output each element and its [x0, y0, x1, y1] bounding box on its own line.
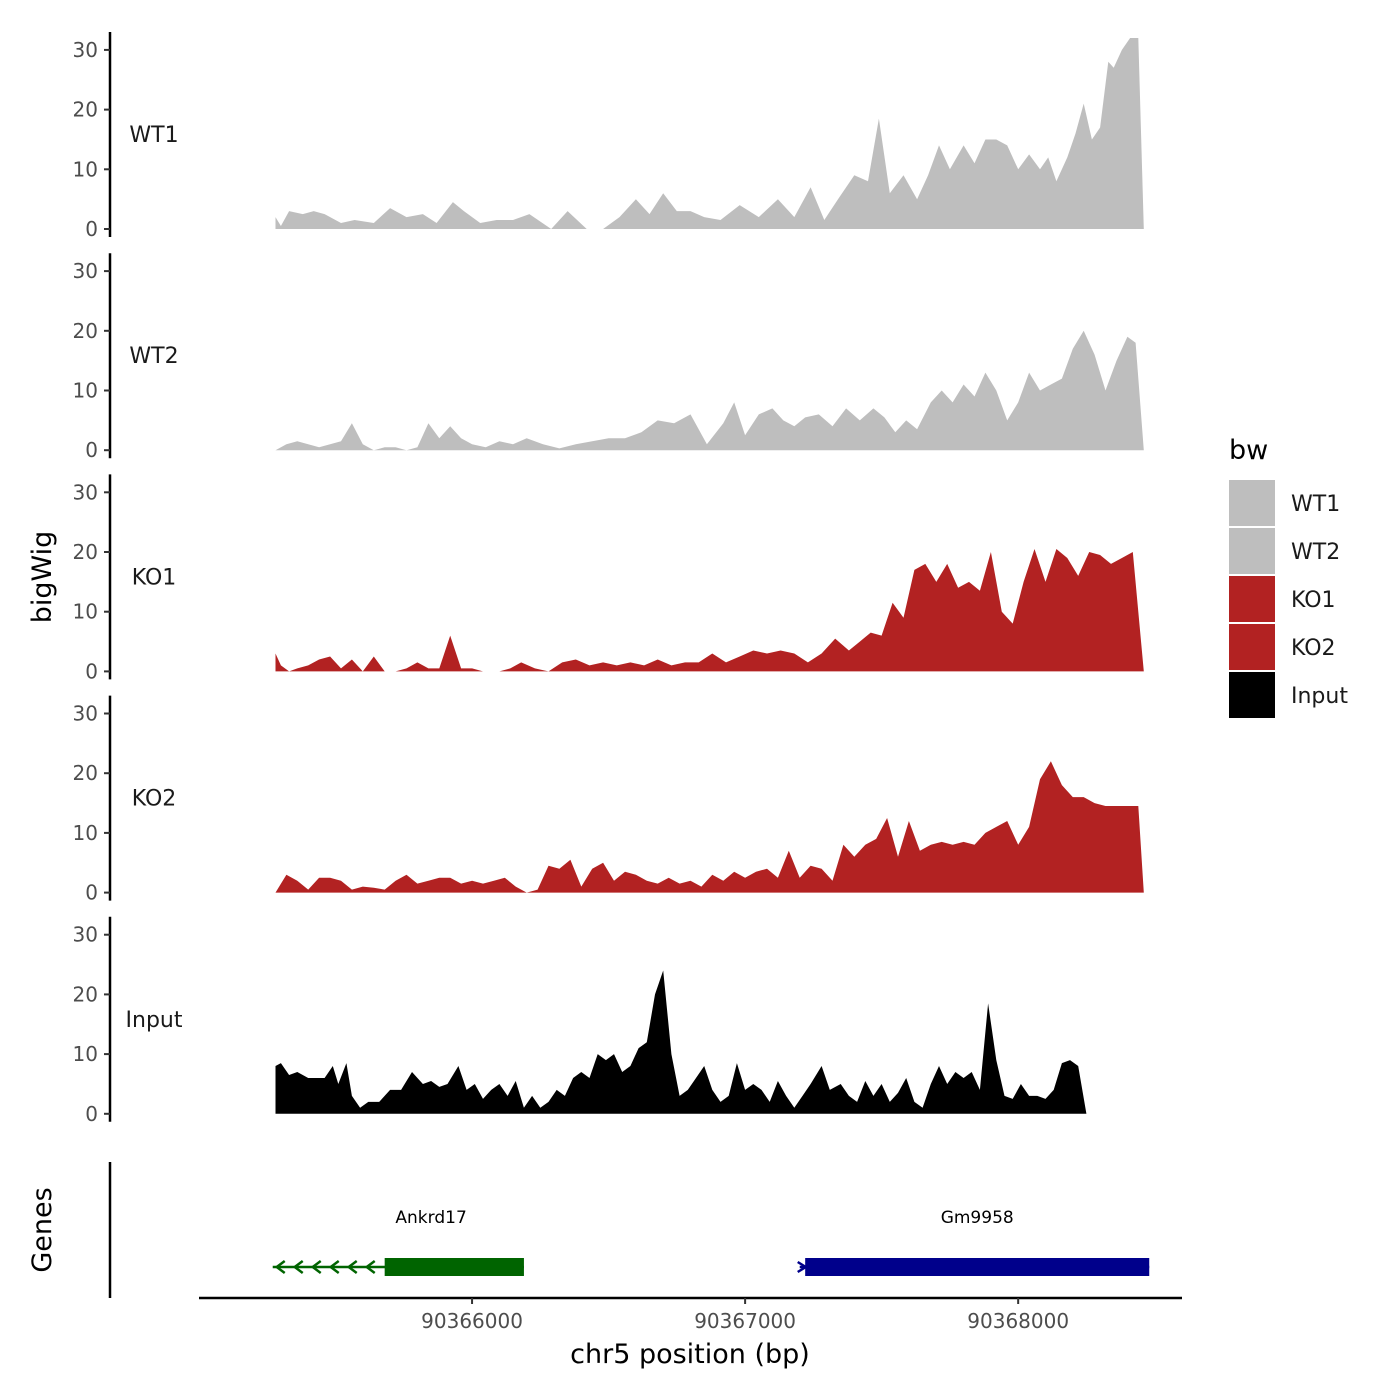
y-tick-label: 10: [73, 821, 98, 845]
track-label: WT1: [129, 123, 178, 148]
track-label: KO2: [132, 787, 177, 812]
strand-arrow: [274, 1260, 286, 1274]
gene-ankrd17: Ankrd17: [272, 1208, 524, 1276]
y-tick-label: 10: [73, 600, 98, 624]
legend: bw WT1 WT2 KO1 KO2 Input: [1229, 435, 1348, 718]
genes-panel: Genes Ankrd17 Gm9958: [27, 1162, 1150, 1298]
y-tick-label: 0: [85, 881, 98, 905]
track-wt2: 0 10 20 30 WT2: [73, 253, 1144, 462]
gene-exon-block: [384, 1258, 524, 1276]
area-input: [275, 970, 1144, 1114]
y-tick-label: 10: [73, 379, 98, 403]
x-ticks: 90366000 90367000 90368000: [421, 1298, 1069, 1333]
legend-swatch: [1229, 576, 1275, 622]
y-tick-label: 20: [73, 761, 98, 785]
gene-gm9958: Gm9958: [797, 1208, 1150, 1276]
legend-swatch: [1229, 480, 1275, 526]
track-label: WT2: [129, 344, 178, 369]
legend-item-wt1: WT1: [1229, 480, 1340, 526]
area-ko1: [275, 549, 1144, 672]
y-tick-label: 20: [73, 540, 98, 564]
y-tick-label: 0: [85, 659, 98, 683]
y-tick-label: 20: [73, 982, 98, 1006]
y-tick-label: 10: [73, 1042, 98, 1066]
strand-arrow: [328, 1260, 340, 1274]
x-axis-title: chr5 position (bp): [570, 1339, 810, 1370]
legend-label: Input: [1291, 684, 1348, 709]
y-tick-label: 0: [85, 217, 98, 241]
gene-exon-block: [805, 1258, 1150, 1276]
x-tick-label: 90366000: [421, 1309, 523, 1333]
track-ko2: 0 10 20 30 KO2: [73, 695, 1144, 905]
y-axis-title: bigWig: [27, 531, 58, 624]
legend-title: bw: [1229, 435, 1268, 466]
legend-item-ko2: KO2: [1229, 624, 1336, 670]
track-ko1: 0 10 20 30 KO1: [73, 474, 1144, 683]
strand-arrow: [292, 1260, 304, 1274]
x-axis: 90366000 90367000 90368000 chr5 position (…: [199, 1296, 1182, 1370]
x-tick-label: 90367000: [694, 1309, 796, 1333]
y-tick-label: 30: [73, 259, 98, 283]
legend-swatch: [1229, 528, 1275, 574]
gene-models: Ankrd17 Gm9958: [272, 1208, 1150, 1276]
track-panels: 0 10 20 30 WT1 0 10 20 30 WT2 0 10 20 30 KO1 0 10 20 30 KO2…: [73, 32, 1144, 1126]
track-input: 0 10 20 30 Input: [73, 916, 1144, 1126]
gene-label: Ankrd17: [395, 1208, 466, 1228]
area-ko2: [275, 761, 1144, 893]
area-wt2: [275, 330, 1144, 451]
y-tick-label: 30: [73, 923, 98, 947]
genes-label: Genes: [27, 1187, 58, 1272]
y-tick-label: 0: [85, 1102, 98, 1126]
y-tick-label: 20: [73, 319, 98, 343]
legend-label: KO2: [1291, 636, 1336, 661]
legend-label: KO1: [1291, 588, 1336, 613]
y-tick-label: 30: [73, 702, 98, 726]
legend-label: WT2: [1291, 540, 1340, 565]
gene-label: Gm9958: [941, 1208, 1014, 1228]
strand-arrow: [364, 1260, 376, 1274]
legend-items: WT1 WT2 KO1 KO2 Input: [1229, 480, 1348, 718]
area-wt1: [275, 38, 1144, 229]
track-label: KO1: [132, 565, 177, 590]
strand-arrow: [310, 1260, 322, 1274]
strand-arrow: [346, 1260, 358, 1274]
legend-item-ko1: KO1: [1229, 576, 1336, 622]
y-tick-label: 30: [73, 480, 98, 504]
legend-label: WT1: [1291, 492, 1340, 517]
y-tick-label: 20: [73, 98, 98, 122]
legend-swatch: [1229, 672, 1275, 718]
legend-item-input: Input: [1229, 672, 1348, 718]
y-tick-label: 0: [85, 438, 98, 462]
legend-item-wt2: WT2: [1229, 528, 1340, 574]
track-label: Input: [126, 1008, 183, 1033]
x-tick-label: 90368000: [967, 1309, 1069, 1333]
y-tick-label: 30: [73, 38, 98, 62]
track-wt1: 0 10 20 30 WT1: [73, 32, 1144, 241]
legend-swatch: [1229, 624, 1275, 670]
y-tick-label: 10: [73, 157, 98, 181]
